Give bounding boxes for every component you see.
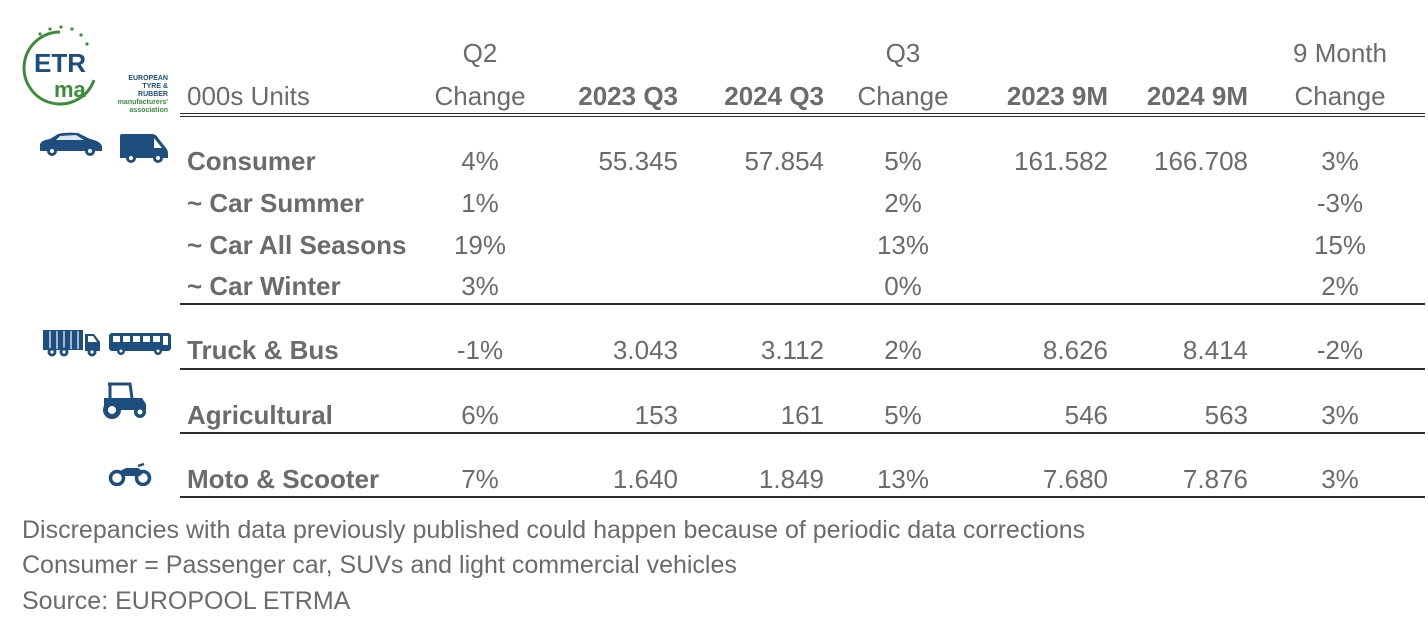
cell-consumer-q2-change: 4% (461, 146, 499, 176)
header-2024-9m: 2024 9M (1146, 81, 1248, 111)
cell-truck-bus-2024-9m: 8.414 (1182, 335, 1248, 365)
cell-consumer-9m-change: 3% (1321, 146, 1359, 176)
cell-agricultural-2024-q3: 161 (780, 400, 824, 430)
cell-moto-scooter-2023-q3: 1.640 (612, 464, 678, 494)
cell-truck-bus-2024-q3: 3.112 (760, 335, 824, 365)
truck-icon (43, 330, 100, 357)
header-2023-9m: 2023 9M (1006, 81, 1108, 111)
van-icon (120, 134, 168, 163)
header-q3: Q3 (885, 38, 921, 68)
header-unit-label: 000s Units (187, 81, 310, 111)
rule-after-agricultural (180, 432, 1425, 434)
row-label-car-winter: ~ Car Winter (187, 271, 341, 301)
cell-consumer-2024-9m: 166.708 (1154, 146, 1248, 176)
note-consumer-definition: Consumer = Passenger car, SUVs and light… (22, 551, 737, 579)
cell-moto-scooter-2023-9m: 7.680 (1042, 464, 1108, 494)
rule-after-truck-bus (180, 368, 1425, 370)
logo-graphic: ETR ma (22, 25, 96, 106)
cell-truck-bus-2023-9m: 8.626 (1042, 335, 1108, 365)
cell-consumer-q3-change: 5% (884, 146, 922, 176)
logo-acronym-bottom: ma (54, 77, 87, 102)
cell-agricultural-q3-change: 5% (884, 400, 922, 430)
cell-truck-bus-q3-change: 2% (884, 335, 922, 365)
note-discrepancies: Discrepancies with data previously publi… (22, 516, 1086, 544)
cell-consumer-2023-q3: 55.345 (598, 146, 678, 176)
row-label-car-all-seasons: ~ Car All Seasons (187, 230, 407, 260)
header-q2: Q2 (462, 38, 498, 68)
cell-consumer-2024-q3: 57.854 (744, 146, 824, 176)
motorcycle-icon (108, 462, 152, 486)
cell-car-summer-q3-change: 2% (884, 188, 922, 218)
etrma-logo: ETR ma EUROPEAN TYRE & RUBBER manufactur… (20, 22, 170, 114)
header-9month: 9 Month (1293, 38, 1387, 68)
cell-car-all-seasons-9m-change: 15% (1313, 230, 1367, 260)
header-q2-change: Change (434, 81, 526, 111)
logo-acronym-top: ETR (34, 48, 86, 78)
header-9m-change: Change (1294, 81, 1386, 111)
cell-truck-bus-9m-change: -2% (1316, 335, 1364, 365)
row-label-consumer: Consumer (187, 146, 316, 176)
logo-line1: EUROPEAN (128, 75, 168, 82)
header-2023-q3: 2023 Q3 (578, 81, 678, 111)
row-label-truck-bus: Truck & Bus (187, 335, 339, 365)
cell-consumer-2023-9m: 161.582 (1014, 146, 1108, 176)
header-2024-q3: 2024 Q3 (724, 81, 824, 111)
logo-line4: association (129, 107, 168, 114)
cell-moto-scooter-2024-q3: 1.849 (758, 464, 824, 494)
cell-agricultural-q2-change: 6% (461, 400, 499, 430)
cell-agricultural-2023-9m: 546 (1064, 400, 1108, 430)
note-source: Source: EUROPOOL ETRMA (22, 587, 351, 615)
cell-truck-bus-q2-change: -1% (456, 335, 504, 365)
row-label-moto-scooter: Moto & Scooter (187, 464, 380, 494)
cell-agricultural-2023-q3: 153 (634, 400, 678, 430)
rule-after-moto-scooter (180, 496, 1425, 498)
cell-agricultural-9m-change: 3% (1321, 400, 1359, 430)
cell-moto-scooter-q2-change: 7% (461, 464, 499, 494)
cell-car-all-seasons-q2-change: 19% (453, 230, 507, 260)
bus-icon (109, 333, 171, 355)
cell-car-summer-q2-change: 1% (461, 188, 499, 218)
car-icon (40, 132, 102, 156)
cell-moto-scooter-q3-change: 13% (876, 464, 930, 494)
rule-after-car-winter (180, 303, 1425, 305)
cell-truck-bus-2023-q3: 3.043 (612, 335, 678, 365)
cell-moto-scooter-9m-change: 3% (1321, 464, 1359, 494)
cell-agricultural-2024-9m: 563 (1204, 400, 1248, 430)
logo-line3: manufacturers' (117, 99, 168, 106)
cell-moto-scooter-2024-9m: 7.876 (1182, 464, 1248, 494)
header-q3-change: Change (857, 81, 949, 111)
cell-car-winter-q2-change: 3% (461, 271, 499, 301)
cell-car-winter-9m-change: 2% (1321, 271, 1359, 301)
row-label-agricultural: Agricultural (187, 400, 333, 430)
cell-car-summer-9m-change: -3% (1316, 188, 1364, 218)
cell-car-winter-q3-change: 0% (884, 271, 922, 301)
tractor-icon (103, 382, 146, 419)
header-double-rule (180, 113, 1425, 117)
logo-line2: TYRE & RUBBER (138, 83, 168, 98)
cell-car-all-seasons-q3-change: 13% (876, 230, 930, 260)
row-label-car-summer: ~ Car Summer (187, 188, 365, 218)
